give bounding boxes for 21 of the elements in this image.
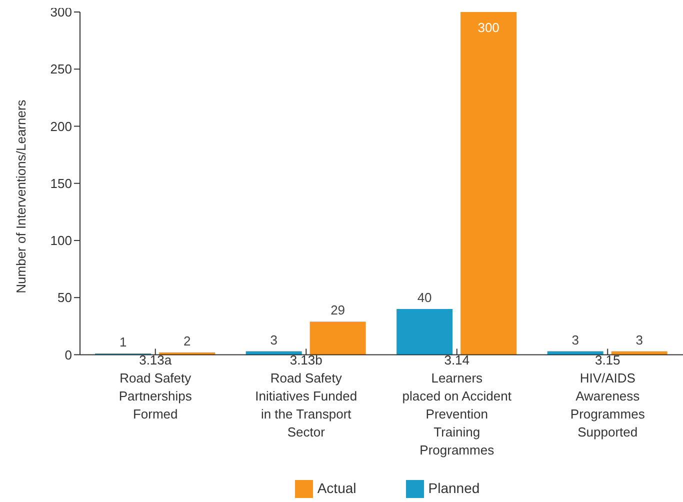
y-tick-label: 100 <box>50 233 72 248</box>
data-label: 3 <box>572 332 579 348</box>
x-tick-label: 3.14 Learners placed on Accident Prevention Training Programmes <box>402 352 512 458</box>
data-label: 40 <box>417 290 432 306</box>
y-tick-label: 50 <box>58 290 72 306</box>
data-label: 300 <box>478 20 500 35</box>
y-tick-label: 0 <box>64 347 72 362</box>
data-label: 3 <box>636 332 643 348</box>
data-label: 3 <box>270 332 278 348</box>
y-axis-title: Number of Interventions/Learners <box>14 99 29 294</box>
y-tick-label: 250 <box>50 62 72 77</box>
data-label: 1 <box>119 334 127 350</box>
data-label: 2 <box>183 333 191 348</box>
y-tick-label: 200 <box>50 118 72 134</box>
legend-label: Actual <box>317 480 356 496</box>
y-tick-label: 150 <box>50 176 72 191</box>
x-tick-label: 3.15 HIV/AIDS Awareness Programmes Supported <box>570 352 646 440</box>
legend-label: Planned <box>428 480 480 496</box>
data-label: 29 <box>330 302 346 318</box>
x-tick-label: 3.13a Road Safety Partnerships Formed <box>118 352 192 422</box>
x-tick-label: 3.13b Road Safety Initiatives Funded in the Transport Sector <box>255 352 358 440</box>
